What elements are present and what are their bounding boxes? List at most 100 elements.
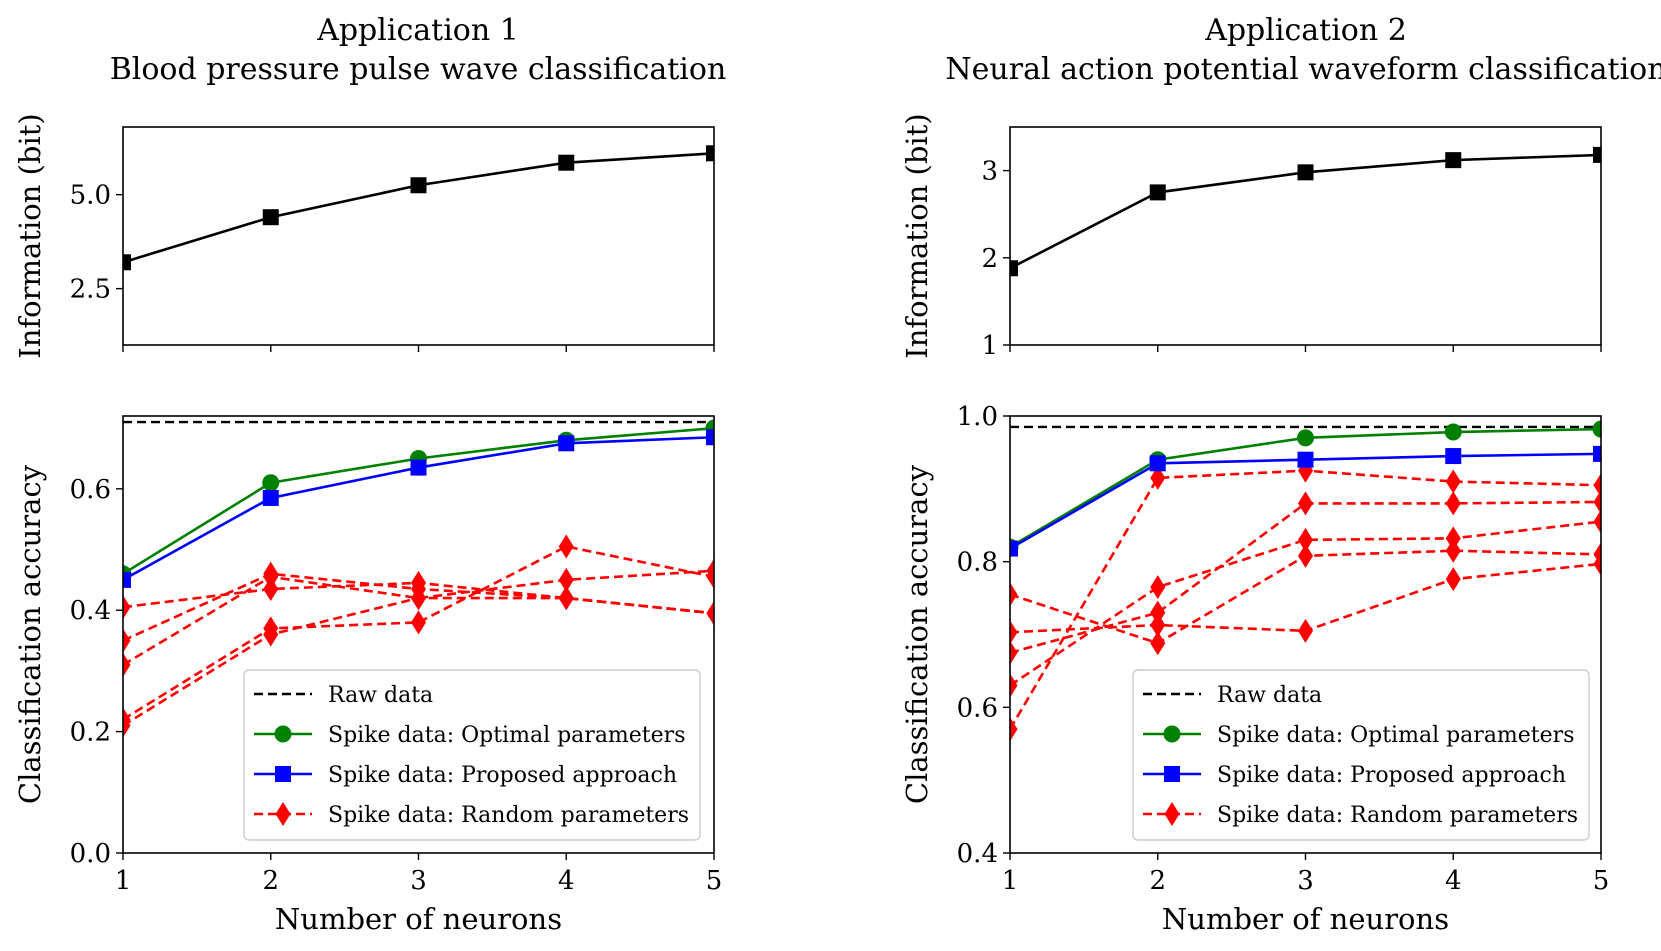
data-point xyxy=(1010,640,1018,665)
legend-marker xyxy=(275,802,291,826)
legend-label: Raw data xyxy=(1217,683,1322,708)
x-tick-label: 5 xyxy=(1593,866,1610,896)
data-point xyxy=(706,601,714,626)
plot-area xyxy=(1010,420,1601,742)
legend-marker xyxy=(274,725,292,743)
data-point xyxy=(262,209,279,226)
data-point xyxy=(1593,542,1601,567)
legend-label: Spike data: Proposed approach xyxy=(1217,763,1566,788)
legend-marker xyxy=(1163,725,1181,743)
data-point xyxy=(1444,423,1462,441)
data-point xyxy=(1593,473,1601,498)
axes-frame xyxy=(1009,415,1602,854)
data-point xyxy=(1010,540,1018,557)
y-tick-label: 5.0 xyxy=(70,181,111,211)
x-tick-label: 1 xyxy=(115,866,132,896)
legend-label: Spike data: Proposed approach xyxy=(328,763,677,788)
plot-area xyxy=(123,419,714,738)
chart-a1_info: Application 1 Blood pressure pulse wave c… xyxy=(13,13,726,359)
legend-marker xyxy=(1164,802,1180,826)
data-point xyxy=(123,571,131,588)
y-tick-label: 0.6 xyxy=(957,693,998,723)
data-point xyxy=(123,628,131,653)
data-point xyxy=(1298,618,1313,643)
x-axis-label: Number of neurons xyxy=(1162,902,1449,936)
data-point xyxy=(123,713,131,738)
data-point xyxy=(1010,620,1018,645)
data-point xyxy=(1298,527,1313,552)
data-point xyxy=(1445,538,1461,563)
y-tick-label: 0.2 xyxy=(70,718,111,748)
data-point xyxy=(1593,445,1601,462)
data-point xyxy=(123,652,131,677)
data-point xyxy=(1298,491,1313,516)
data-point xyxy=(410,177,427,194)
data-point xyxy=(262,474,280,492)
legend-label: Spike data: Random parameters xyxy=(328,803,689,828)
data-point xyxy=(558,154,575,171)
series-line xyxy=(1010,520,1601,687)
legend-box xyxy=(243,669,701,841)
y-tick-label: 3 xyxy=(981,157,998,187)
data-point xyxy=(558,567,574,592)
legend-label: Spike data: Optimal parameters xyxy=(1217,723,1574,748)
series-line xyxy=(123,152,714,264)
data-point xyxy=(706,145,714,162)
data-point xyxy=(706,429,714,446)
data-point xyxy=(558,534,574,559)
data-point xyxy=(263,576,279,601)
data-point xyxy=(558,435,575,452)
data-point xyxy=(263,622,279,647)
data-point xyxy=(1010,717,1018,742)
data-point xyxy=(1445,469,1461,494)
y-axis-label: Information (bit) xyxy=(13,113,47,358)
data-point xyxy=(1593,509,1601,534)
data-point xyxy=(123,595,131,620)
y-tick-label: 0.8 xyxy=(957,548,998,578)
data-point xyxy=(1445,491,1461,516)
data-point xyxy=(1297,429,1314,447)
data-point xyxy=(1592,420,1601,438)
data-point xyxy=(411,610,426,635)
data-point xyxy=(262,489,279,506)
y-tick-label: 0.0 xyxy=(70,839,111,869)
y-tick-label: 0.4 xyxy=(957,839,998,869)
legend-label: Spike data: Optimal parameters xyxy=(328,723,685,748)
chart-a2_info: Application 2 Neural action potential wav… xyxy=(900,13,1661,361)
y-tick-label: 2 xyxy=(981,244,998,274)
plot-area xyxy=(123,145,714,271)
y-axis-label: Information (bit) xyxy=(900,113,934,358)
data-point xyxy=(706,564,714,589)
axes-frame xyxy=(1009,126,1602,346)
chart-a2_acc: 1 2 3 4 5 0.4 0.6 0.8 1.0 Classification accuracy… xyxy=(900,402,1610,936)
data-point xyxy=(1445,448,1462,465)
data-point xyxy=(1298,543,1313,568)
y-tick-label: 0.6 xyxy=(70,475,111,505)
axes-frame xyxy=(122,126,715,346)
data-point xyxy=(558,586,574,611)
chart-title: Application 2 xyxy=(1204,13,1407,48)
x-tick-label: 3 xyxy=(410,866,427,896)
data-point xyxy=(1150,575,1166,600)
data-point xyxy=(1149,455,1166,472)
series-line xyxy=(123,569,714,666)
data-point xyxy=(1445,567,1461,592)
data-point xyxy=(1150,631,1166,656)
y-tick-label: 1.0 xyxy=(957,402,998,432)
data-point xyxy=(123,254,131,271)
chart-title: Application 1 xyxy=(316,13,519,48)
data-point xyxy=(1010,673,1018,698)
legend-box xyxy=(1132,669,1590,841)
chart-subtitle: Neural action potential waveform classif… xyxy=(945,52,1661,87)
data-point xyxy=(410,459,427,476)
data-point xyxy=(1150,600,1166,625)
data-point xyxy=(1593,146,1601,163)
y-axis-label: Classification accuracy xyxy=(900,464,934,804)
legend-label: Spike data: Random parameters xyxy=(1217,803,1578,828)
data-point xyxy=(1010,582,1018,607)
legend-marker xyxy=(1164,766,1180,782)
data-point xyxy=(1445,152,1462,169)
x-tick-label: 4 xyxy=(558,866,575,896)
data-point xyxy=(1149,184,1166,201)
